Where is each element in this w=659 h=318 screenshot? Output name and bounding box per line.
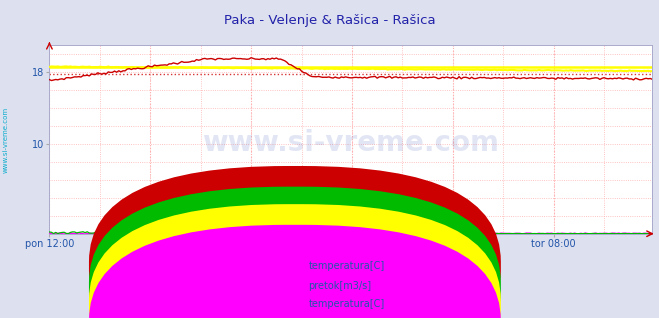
Text: pretok[m3/s]: pretok[m3/s] <box>308 281 372 291</box>
Text: www.si-vreme.com: www.si-vreme.com <box>2 107 9 173</box>
Text: Paka - Velenje & Rašica - Rašica: Paka - Velenje & Rašica - Rašica <box>223 14 436 27</box>
Text: www.si-vreme.com: www.si-vreme.com <box>202 129 500 157</box>
Text: temperatura[C]: temperatura[C] <box>308 299 385 309</box>
Text: temperatura[C]: temperatura[C] <box>308 260 385 271</box>
